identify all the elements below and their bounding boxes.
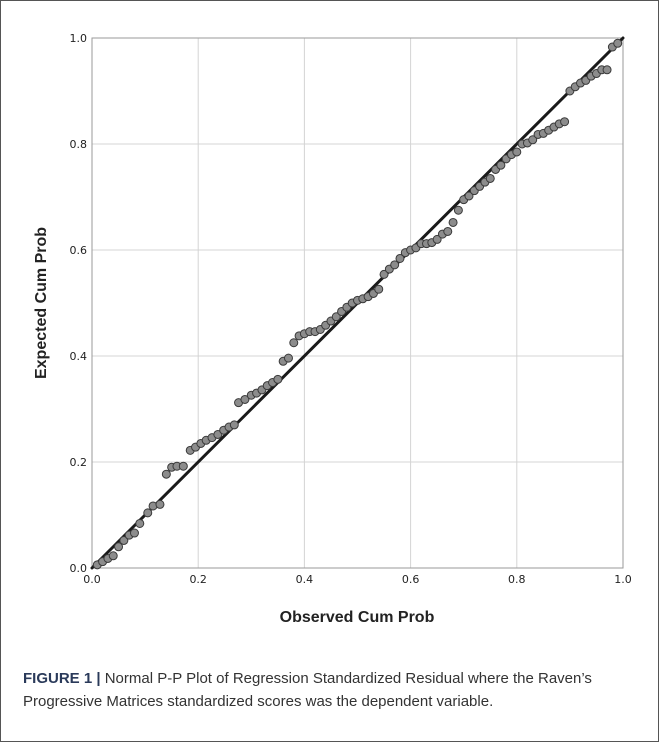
data-point [485, 173, 495, 183]
y-axis-title: Expected Cum Prob [33, 227, 50, 379]
data-point [155, 499, 165, 509]
data-point [240, 394, 250, 404]
data-point [443, 226, 453, 236]
y-tick-label: 1.0 [70, 32, 88, 45]
pp-plot-chart: 0.0 0.2 0.4 0.6 0.8 1.0 0.0 0.2 0.4 0.6 0.8 1.0 Obs… [33, 32, 632, 626]
x-tick-label: 0.2 [189, 573, 207, 586]
figure-caption: FIGURE 1 | Normal P-P Plot of Regression… [23, 667, 633, 713]
caption-label: FIGURE 1 | [23, 670, 101, 687]
y-tick-label: 0.6 [70, 244, 88, 257]
caption-text: Normal P-P Plot of Regression Standardiz… [23, 670, 592, 710]
plot-area [91, 37, 624, 569]
y-tick-label: 0.0 [70, 562, 88, 575]
data-point [129, 528, 139, 538]
data-point [273, 374, 283, 384]
data-point [613, 38, 623, 48]
data-point [512, 147, 522, 157]
x-tick-label: 1.0 [614, 573, 632, 586]
data-point [289, 338, 299, 348]
y-tick-label: 0.4 [70, 350, 88, 363]
data-point [464, 191, 474, 201]
x-tick-label: 0.0 [83, 573, 101, 586]
data-point [114, 542, 124, 552]
data-point [108, 551, 118, 561]
data-point [178, 461, 188, 471]
data-point [374, 284, 384, 294]
data-point [161, 469, 171, 479]
data-point [432, 234, 442, 244]
data-point [119, 535, 129, 545]
x-tick-label: 0.8 [508, 573, 526, 586]
data-point [390, 260, 400, 270]
data-point [453, 205, 463, 215]
y-tick-label: 0.2 [70, 456, 88, 469]
data-point [283, 353, 293, 363]
x-tick-label: 0.6 [402, 573, 420, 586]
data-point [602, 65, 612, 75]
data-point [331, 312, 341, 322]
x-tick-label: 0.4 [296, 573, 314, 586]
data-point [395, 253, 405, 263]
x-axis-title: Observed Cum Prob [280, 609, 435, 626]
data-points [92, 38, 623, 570]
data-point [448, 217, 458, 227]
y-tick-label: 0.8 [70, 138, 88, 151]
data-point [379, 269, 389, 279]
data-point [229, 420, 239, 430]
data-point [143, 508, 153, 518]
tick-labels: 0.0 0.2 0.4 0.6 0.8 1.0 0.0 0.2 0.4 0.6 0.8 1.0 [70, 32, 632, 586]
data-point [528, 135, 538, 145]
grid-lines [92, 38, 623, 568]
data-point [135, 518, 145, 528]
data-point [496, 160, 506, 170]
data-point [560, 117, 570, 127]
